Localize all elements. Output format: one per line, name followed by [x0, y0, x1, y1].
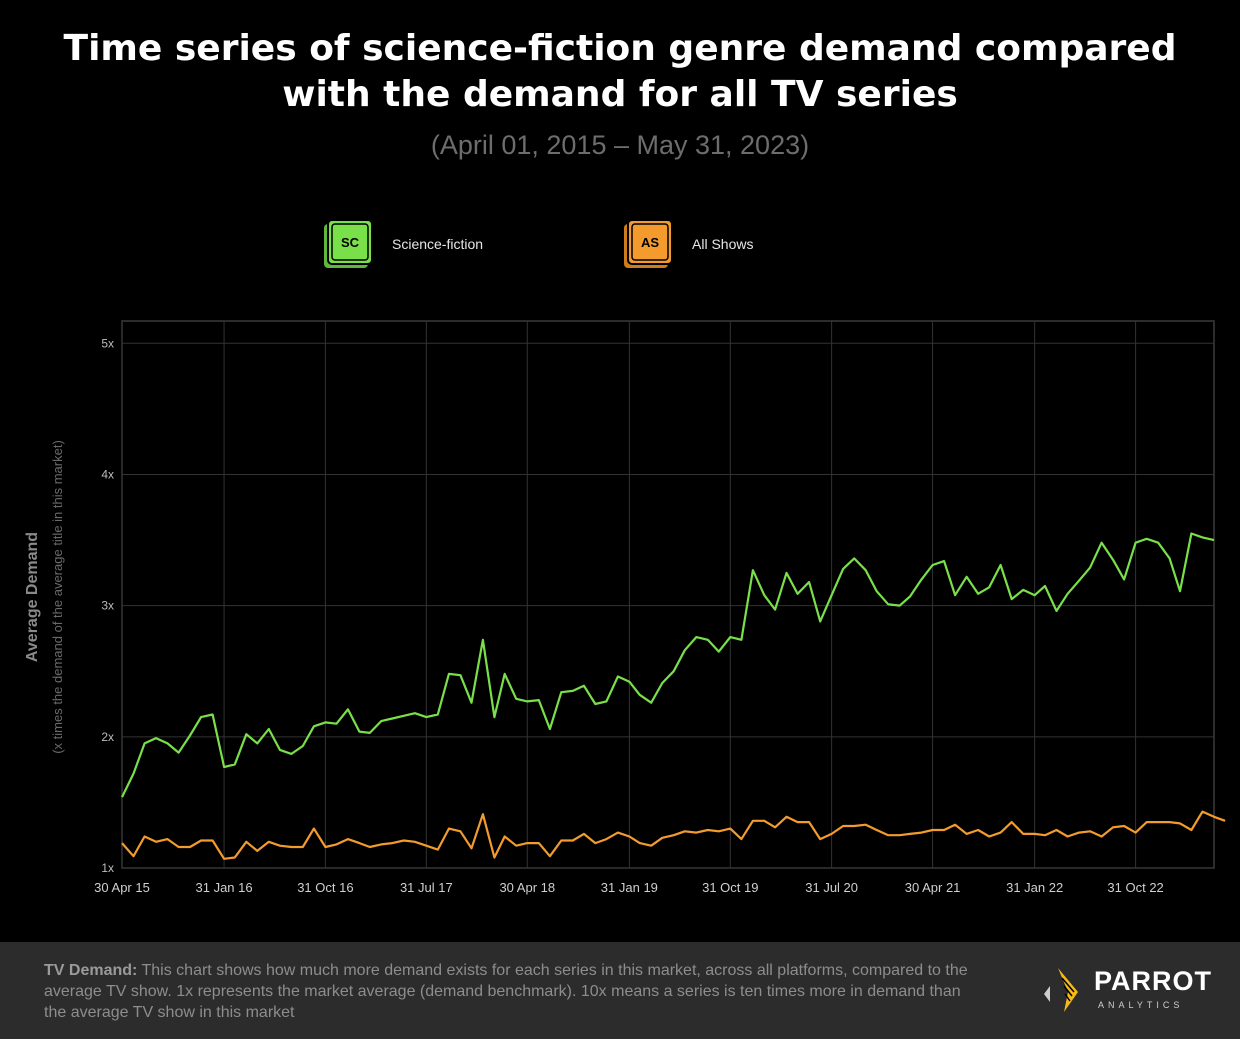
- x-tick-label: 30 Apr 18: [499, 880, 555, 895]
- legend-badge-text-as: AS: [641, 235, 659, 250]
- x-tick-label: 31 Oct 19: [702, 880, 758, 895]
- chart-title-line-1: Time series of science-fiction genre dem…: [63, 28, 1177, 69]
- footer: TV Demand: This chart shows how much mor…: [0, 942, 1240, 1039]
- y-tick-label: 1x: [101, 861, 114, 875]
- series-line-science-fiction: [121, 532, 1215, 798]
- x-tick-label: 31 Jan 19: [601, 880, 658, 895]
- series-line-all-shows: [121, 810, 1226, 860]
- footer-label: TV Demand:: [44, 962, 138, 979]
- y-tick-label: 5x: [101, 336, 114, 350]
- plot-frame: [121, 320, 1215, 869]
- legend-label-all-shows: All Shows: [692, 236, 754, 252]
- x-tick-label: 31 Jan 16: [196, 880, 253, 895]
- line-chart: 1x 2x 3x 4x 5x 30 Apr 15 31 Jan 16 31 Oct 16 31…: [24, 320, 1226, 895]
- x-tick-label: 31 Jul 17: [400, 880, 453, 895]
- x-tick-label: 31 Jan 22: [1006, 880, 1063, 895]
- chart-subtitle: (April 01, 2015 – May 31, 2023): [430, 130, 810, 160]
- chart-title-line-2: with the demand for all TV series: [282, 74, 958, 115]
- legend-label-science-fiction: Science-fiction: [392, 236, 484, 252]
- x-tick-label: 30 Apr 21: [905, 880, 961, 895]
- legend-badge-text-sc: SC: [341, 235, 360, 250]
- legend-badge-as: AS: [624, 219, 673, 268]
- y-tick-label: 2x: [101, 730, 114, 744]
- x-tick-label: 31 Oct 16: [297, 880, 353, 895]
- footer-description: TV Demand: This chart shows how much mor…: [44, 960, 974, 1023]
- parrot-logo-icon: [1044, 968, 1078, 1012]
- x-tick-label: 30 Apr 15: [94, 880, 150, 895]
- brand-logo: PARROT ANALYTICS: [1038, 964, 1211, 1016]
- y-tick-label: 3x: [101, 599, 114, 613]
- y-axis-title: Average Demand: [24, 532, 41, 662]
- y-axis-labels: Average Demand (x times the demand of th…: [24, 440, 65, 754]
- legend-badge-sc: SC: [324, 219, 373, 268]
- x-tick-label: 31 Oct 22: [1107, 880, 1163, 895]
- x-tick-label: 31 Jul 20: [805, 880, 858, 895]
- y-axis-subtitle: (x times the demand of the average title…: [50, 440, 65, 754]
- grid-lines: [121, 320, 1215, 869]
- chart-title: Time series of science-fiction genre dem…: [0, 26, 1240, 118]
- series-lines: [121, 532, 1226, 860]
- x-tick-labels: 30 Apr 15 31 Jan 16 31 Oct 16 31 Jul 17 30 A…: [94, 880, 1164, 895]
- brand-name: PARROT: [1094, 966, 1212, 996]
- footer-body: This chart shows how much more demand ex…: [44, 962, 968, 1021]
- brand-subtitle: ANALYTICS: [1098, 1000, 1184, 1010]
- y-tick-label: 4x: [101, 467, 114, 481]
- y-tick-labels: 1x 2x 3x 4x 5x: [101, 336, 114, 875]
